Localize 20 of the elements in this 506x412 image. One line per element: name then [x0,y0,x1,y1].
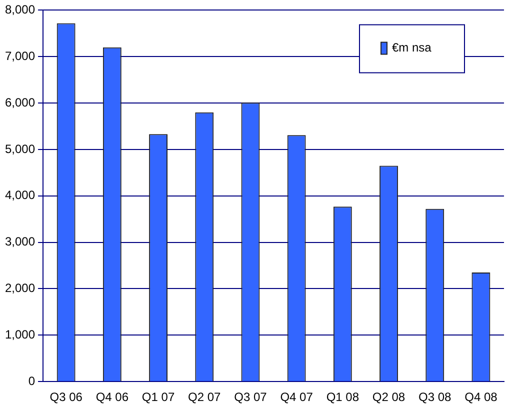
x-tick-label: Q4 07 [280,390,314,404]
y-tick-label: 6,000 [5,95,36,110]
y-tick-label: 0 [28,374,36,388]
x-tick-label: Q3 06 [50,390,83,404]
y-tick-label: 4,000 [5,188,36,202]
x-tick-label: Q2 08 [372,390,406,404]
x-tick-label: Q3 07 [234,390,268,404]
x-tick-label: Q1 08 [326,390,360,404]
x-tick-label: Q4 06 [96,390,129,404]
x-tick-label: Q1 07 [142,390,175,404]
y-tick-label: 7,000 [5,48,36,63]
y-tick-label: 5,000 [5,142,36,156]
y-tick-label: 8,000 [5,2,36,17]
y-tick-label: 2,000 [5,281,36,296]
legend-label: €m nsa [392,40,432,55]
x-tick-label: Q2 07 [188,390,222,404]
x-tick-label: Q3 08 [418,390,452,404]
x-tick-label: Q4 08 [464,390,498,404]
y-tick-label: 1,000 [5,327,36,342]
y-tick-label: 3,000 [5,234,36,249]
